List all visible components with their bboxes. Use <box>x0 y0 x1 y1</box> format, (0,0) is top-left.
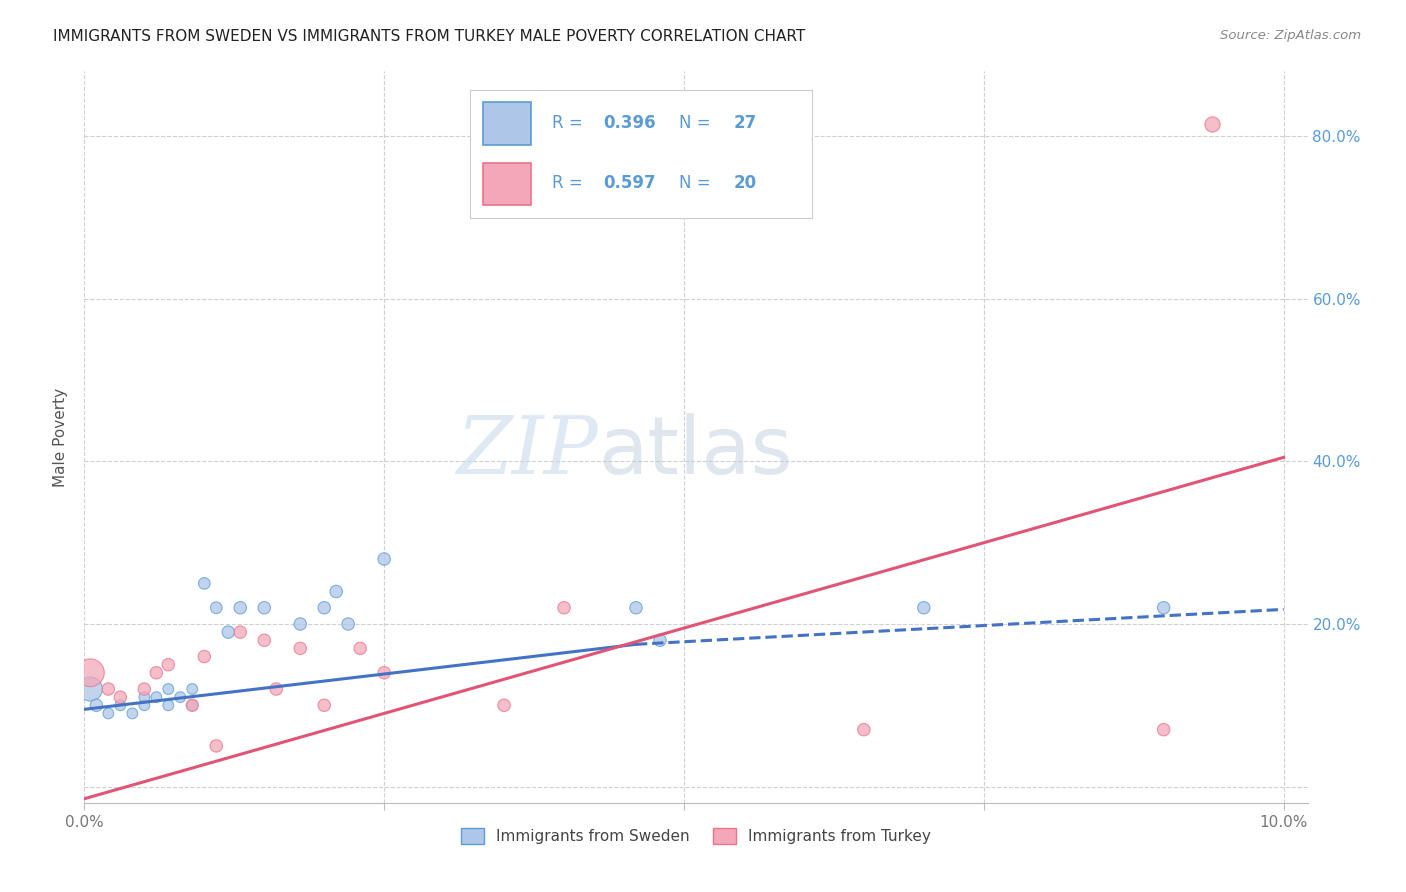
Point <box>79 665 101 680</box>
Legend: Immigrants from Sweden, Immigrants from Turkey: Immigrants from Sweden, Immigrants from … <box>456 822 936 850</box>
Point <box>229 625 252 640</box>
Point <box>1201 117 1223 131</box>
Point <box>373 665 395 680</box>
Point <box>290 617 312 632</box>
Point <box>205 739 228 753</box>
Point <box>157 657 180 672</box>
Point <box>314 698 336 713</box>
Point <box>494 698 516 713</box>
Point <box>97 706 120 721</box>
Y-axis label: Male Poverty: Male Poverty <box>53 387 69 487</box>
Point <box>314 600 336 615</box>
Point <box>145 665 167 680</box>
Point <box>217 625 239 640</box>
Point <box>852 723 875 737</box>
Point <box>181 698 204 713</box>
Point <box>337 617 360 632</box>
Point <box>157 681 180 696</box>
Point <box>373 552 395 566</box>
Text: atlas: atlas <box>598 413 793 491</box>
Point <box>253 600 276 615</box>
Point <box>134 690 156 705</box>
Point <box>110 698 132 713</box>
Point <box>290 641 312 656</box>
Point <box>648 633 671 648</box>
Point <box>1153 600 1175 615</box>
Text: IMMIGRANTS FROM SWEDEN VS IMMIGRANTS FROM TURKEY MALE POVERTY CORRELATION CHART: IMMIGRANTS FROM SWEDEN VS IMMIGRANTS FRO… <box>53 29 806 44</box>
Point <box>253 633 276 648</box>
Point <box>157 698 180 713</box>
Point <box>325 584 347 599</box>
Point <box>193 649 215 664</box>
Point <box>134 698 156 713</box>
Text: Source: ZipAtlas.com: Source: ZipAtlas.com <box>1220 29 1361 42</box>
Point <box>349 641 371 656</box>
Point <box>912 600 935 615</box>
Point <box>79 681 101 696</box>
Point <box>624 600 647 615</box>
Point <box>121 706 143 721</box>
Point <box>1153 723 1175 737</box>
Point <box>229 600 252 615</box>
Text: ZIP: ZIP <box>457 413 598 491</box>
Point <box>553 600 575 615</box>
Point <box>181 681 204 696</box>
Point <box>205 600 228 615</box>
Point <box>181 698 204 713</box>
Point <box>169 690 191 705</box>
Point <box>110 690 132 705</box>
Point <box>145 690 167 705</box>
Point <box>264 681 287 696</box>
Point <box>193 576 215 591</box>
Point <box>86 698 108 713</box>
Point <box>97 681 120 696</box>
Point <box>134 681 156 696</box>
